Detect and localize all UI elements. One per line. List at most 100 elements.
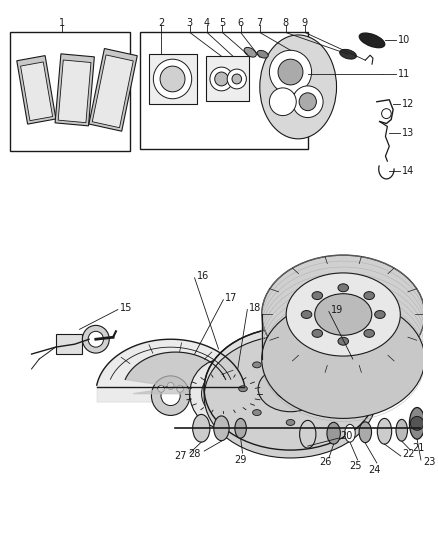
Polygon shape xyxy=(55,54,94,126)
Ellipse shape xyxy=(193,415,210,442)
Ellipse shape xyxy=(286,352,295,358)
Bar xyxy=(140,33,308,149)
Text: 27: 27 xyxy=(174,451,187,461)
Circle shape xyxy=(153,59,192,99)
Circle shape xyxy=(269,88,296,116)
Text: 28: 28 xyxy=(188,449,201,459)
Ellipse shape xyxy=(262,300,425,418)
Circle shape xyxy=(210,67,233,91)
Circle shape xyxy=(190,359,257,429)
Ellipse shape xyxy=(374,311,385,318)
Ellipse shape xyxy=(410,408,425,439)
Ellipse shape xyxy=(345,424,355,442)
Ellipse shape xyxy=(339,50,357,59)
Ellipse shape xyxy=(315,294,372,335)
Text: 15: 15 xyxy=(120,303,132,312)
Circle shape xyxy=(269,50,311,94)
Ellipse shape xyxy=(276,378,306,399)
Ellipse shape xyxy=(262,255,425,374)
Circle shape xyxy=(293,86,323,118)
Ellipse shape xyxy=(359,422,371,442)
Ellipse shape xyxy=(301,311,312,318)
Polygon shape xyxy=(17,55,56,124)
Ellipse shape xyxy=(244,47,256,57)
Circle shape xyxy=(213,383,233,404)
Text: 5: 5 xyxy=(219,18,226,28)
Ellipse shape xyxy=(204,327,377,450)
Text: 17: 17 xyxy=(225,293,238,303)
Text: 20: 20 xyxy=(340,431,353,441)
Text: 18: 18 xyxy=(249,303,261,312)
Circle shape xyxy=(201,371,245,416)
Ellipse shape xyxy=(312,329,322,337)
Ellipse shape xyxy=(327,422,340,444)
Ellipse shape xyxy=(377,418,392,444)
Ellipse shape xyxy=(258,366,323,411)
Text: 24: 24 xyxy=(369,465,381,475)
Circle shape xyxy=(227,69,247,89)
Circle shape xyxy=(177,385,184,392)
Ellipse shape xyxy=(286,273,400,356)
Ellipse shape xyxy=(320,409,328,416)
Ellipse shape xyxy=(396,419,407,441)
Text: 10: 10 xyxy=(398,35,410,45)
Ellipse shape xyxy=(364,292,374,300)
Ellipse shape xyxy=(359,33,385,47)
Text: 13: 13 xyxy=(402,128,414,139)
Ellipse shape xyxy=(338,337,349,345)
Ellipse shape xyxy=(214,416,229,441)
Ellipse shape xyxy=(235,418,247,438)
Bar xyxy=(148,54,197,104)
Bar xyxy=(206,56,249,101)
Ellipse shape xyxy=(204,335,377,458)
Circle shape xyxy=(215,72,228,86)
Ellipse shape xyxy=(300,421,316,448)
Ellipse shape xyxy=(334,386,342,392)
Text: 29: 29 xyxy=(234,455,247,465)
Text: 3: 3 xyxy=(187,18,193,28)
Ellipse shape xyxy=(320,362,328,368)
Ellipse shape xyxy=(338,284,349,292)
Text: 11: 11 xyxy=(398,69,410,79)
Circle shape xyxy=(82,325,109,353)
Text: 4: 4 xyxy=(204,18,210,28)
Ellipse shape xyxy=(312,292,322,300)
Text: 8: 8 xyxy=(283,18,289,28)
Ellipse shape xyxy=(253,409,261,416)
Circle shape xyxy=(381,109,391,118)
Polygon shape xyxy=(89,49,137,131)
Bar xyxy=(11,33,131,151)
Text: 1: 1 xyxy=(59,18,65,28)
Polygon shape xyxy=(125,352,226,394)
Text: 25: 25 xyxy=(350,461,362,471)
Text: 6: 6 xyxy=(237,18,244,28)
Circle shape xyxy=(160,66,185,92)
Text: 22: 22 xyxy=(403,449,415,459)
Ellipse shape xyxy=(239,386,247,392)
Ellipse shape xyxy=(253,362,261,368)
Text: 19: 19 xyxy=(331,304,343,314)
Polygon shape xyxy=(58,60,91,123)
Bar xyxy=(56,334,82,354)
Text: 16: 16 xyxy=(197,271,209,281)
Circle shape xyxy=(167,383,174,390)
Ellipse shape xyxy=(257,51,268,58)
Text: 26: 26 xyxy=(319,457,331,467)
Circle shape xyxy=(232,74,242,84)
Text: 23: 23 xyxy=(423,457,435,467)
Ellipse shape xyxy=(364,329,374,337)
Text: 14: 14 xyxy=(402,166,414,176)
Circle shape xyxy=(152,376,190,415)
Circle shape xyxy=(88,332,103,347)
Circle shape xyxy=(299,93,316,111)
Polygon shape xyxy=(21,62,53,120)
Ellipse shape xyxy=(286,419,295,425)
Ellipse shape xyxy=(260,35,336,139)
Circle shape xyxy=(161,386,180,406)
Text: 12: 12 xyxy=(402,99,414,109)
Text: 2: 2 xyxy=(158,18,164,28)
Text: 21: 21 xyxy=(412,443,425,453)
Text: 7: 7 xyxy=(257,18,263,28)
Polygon shape xyxy=(92,55,133,128)
Circle shape xyxy=(278,59,303,85)
